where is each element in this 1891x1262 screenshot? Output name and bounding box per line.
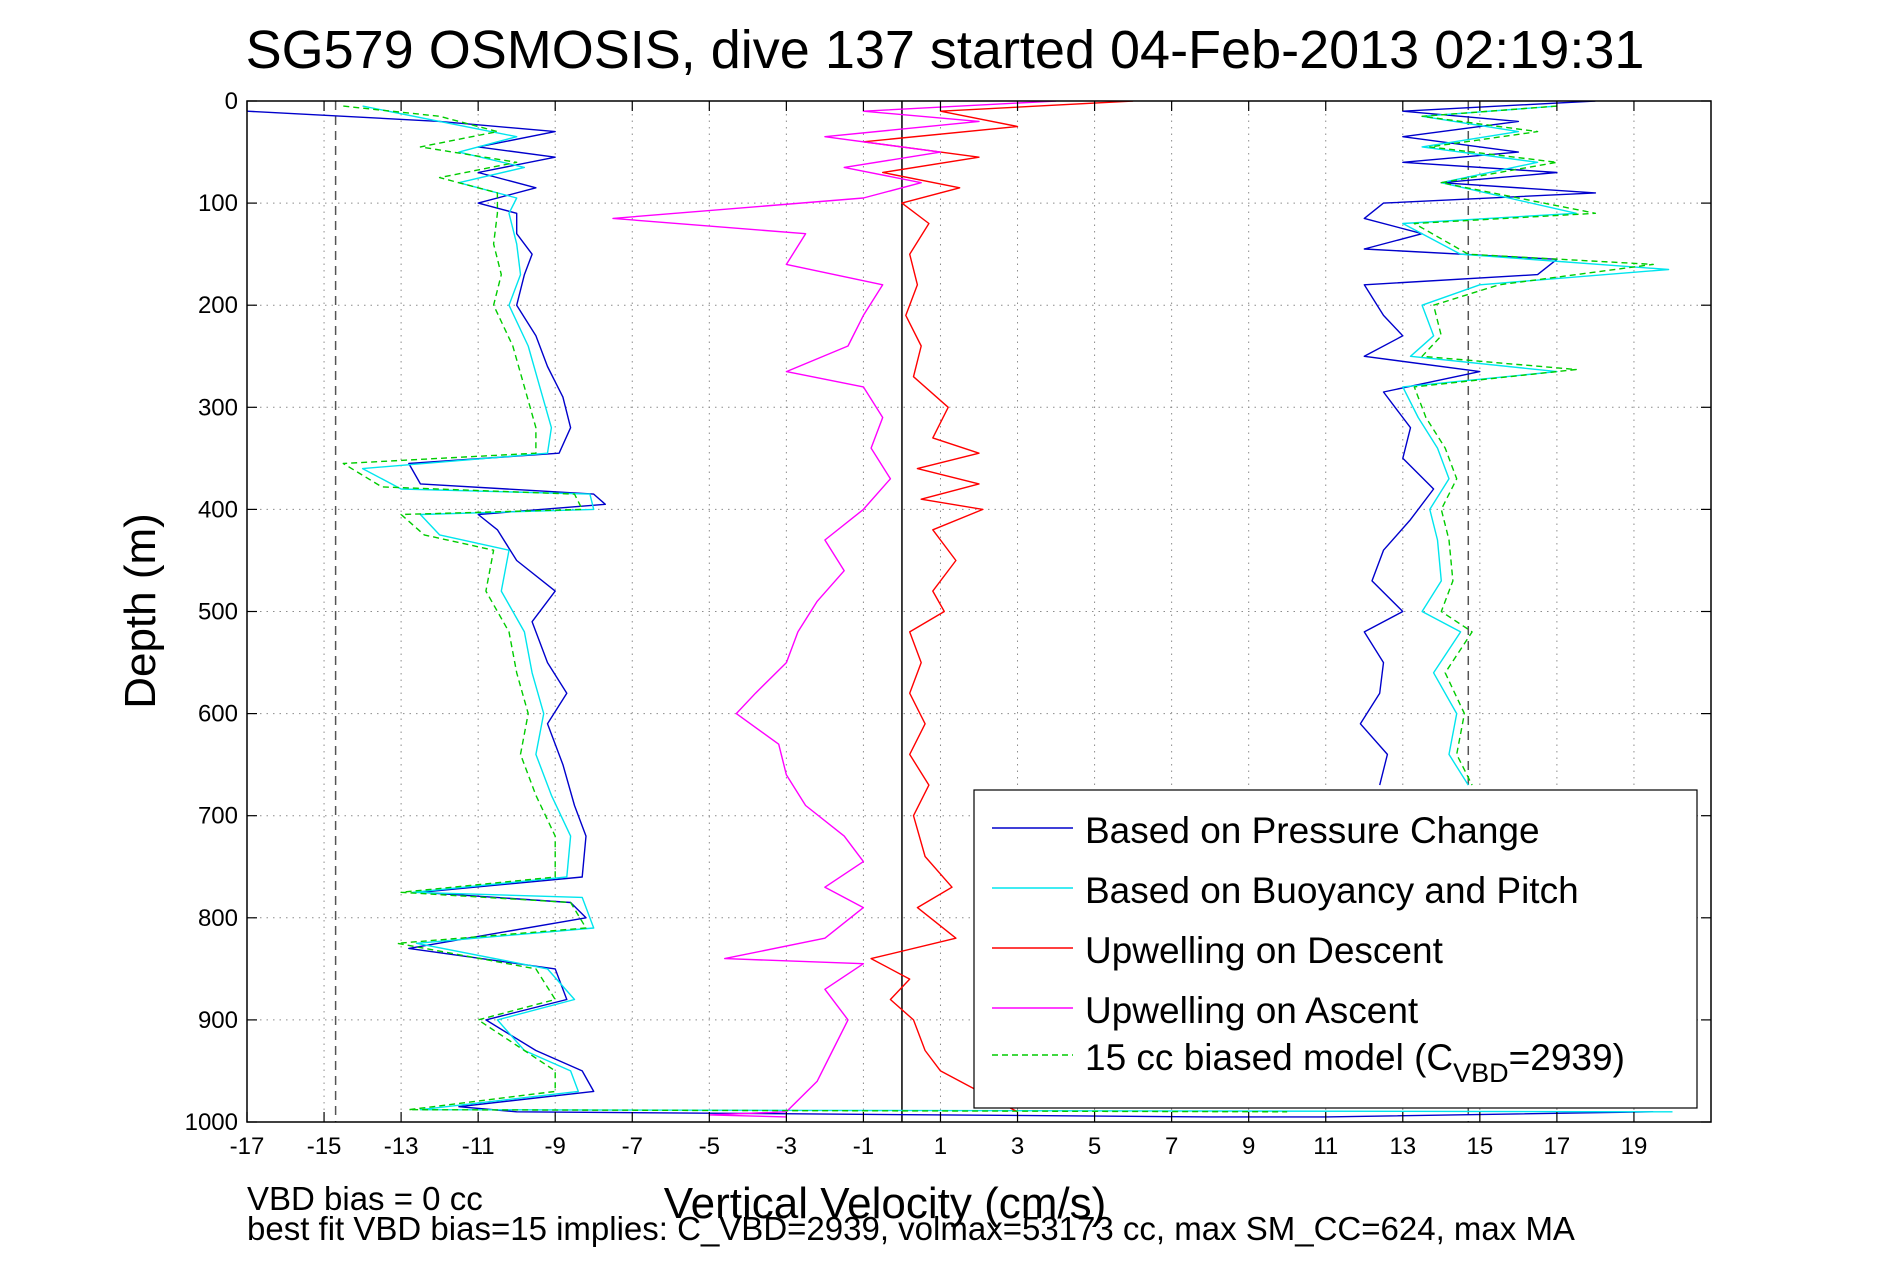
x-tick-label: -5: [699, 1133, 720, 1160]
x-tick-label: 17: [1544, 1133, 1571, 1160]
series-line-ascent: [1413, 105, 1654, 786]
x-tick-label: -7: [622, 1133, 643, 1160]
x-tick-label: -1: [853, 1133, 874, 1160]
y-tick-label: 500: [198, 599, 238, 626]
series-line-ascent: [1402, 105, 1670, 786]
x-tick-label: 1: [934, 1133, 947, 1160]
legend-label: Upwelling on Ascent: [1085, 990, 1419, 1031]
x-tick-label: 5: [1088, 1133, 1101, 1160]
x-tick-label: 3: [1011, 1133, 1024, 1160]
x-tick-label: -15: [307, 1133, 342, 1160]
y-axis-label: Depth (m): [116, 513, 165, 709]
y-tick-label: 600: [198, 701, 238, 728]
x-axis-ticks: -17 -15 -13 -11 -9 -7 -5 -3 -1 1 3 5 7 9 11 13 15 17 19: [230, 101, 1648, 1160]
series-line: [862, 101, 1134, 1113]
series-line: [247, 110, 1654, 1118]
x-tick-label: 11: [1313, 1133, 1338, 1160]
legend-label: Based on Pressure Change: [1085, 810, 1540, 851]
x-tick-label: 13: [1389, 1133, 1416, 1160]
vbd-bias-note: VBD bias = 0 cc: [247, 1180, 483, 1217]
y-tick-label: 400: [198, 496, 238, 523]
chart-title: SG579 OSMOSIS, dive 137 started 04-Feb-2…: [246, 20, 1645, 80]
x-tick-label: -3: [776, 1133, 797, 1160]
y-tick-label: 700: [198, 803, 238, 830]
series-line-ascent: [1359, 101, 1597, 786]
x-tick-label: 19: [1621, 1133, 1648, 1160]
legend-label: Upwelling on Descent: [1085, 930, 1444, 971]
series-line: [361, 105, 1673, 1113]
x-tick-label: 15: [1466, 1133, 1493, 1160]
x-tick-label: -11: [462, 1133, 495, 1160]
series-layer: [247, 101, 1673, 1118]
y-tick-label: 0: [225, 88, 238, 115]
legend-box: [973, 789, 1698, 1109]
best-fit-note: best fit VBD bias=15 implies: C_VBD=2939…: [247, 1210, 1575, 1247]
y-tick-label: 800: [198, 905, 238, 932]
y-tick-label: 900: [198, 1007, 238, 1034]
y-tick-label: 300: [198, 394, 238, 421]
y-tick-label: 100: [198, 190, 238, 217]
y-tick-label: 1000: [185, 1109, 238, 1136]
y-axis-ticks: 0 100 200 300 400 500 600 700 800 900 1000: [185, 88, 1711, 1136]
y-tick-label: 200: [198, 292, 238, 319]
series-line: [612, 101, 1057, 1118]
x-tick-label: 9: [1242, 1133, 1255, 1160]
grid-lines: [246, 100, 1711, 1123]
x-tick-label: -17: [230, 1133, 265, 1160]
legend-label: 15 cc biased model (CVBD=2939): [1085, 1037, 1625, 1088]
x-tick-label: -13: [384, 1133, 419, 1160]
legend-label: Based on Buoyancy and Pitch: [1085, 870, 1579, 911]
x-tick-label: -9: [545, 1133, 566, 1160]
x-axis-label: Vertical Velocity (cm/s): [664, 1179, 1107, 1228]
x-tick-label: 7: [1165, 1133, 1178, 1160]
legend: Based on Pressure Change Based on Buoyanc…: [973, 789, 1698, 1109]
